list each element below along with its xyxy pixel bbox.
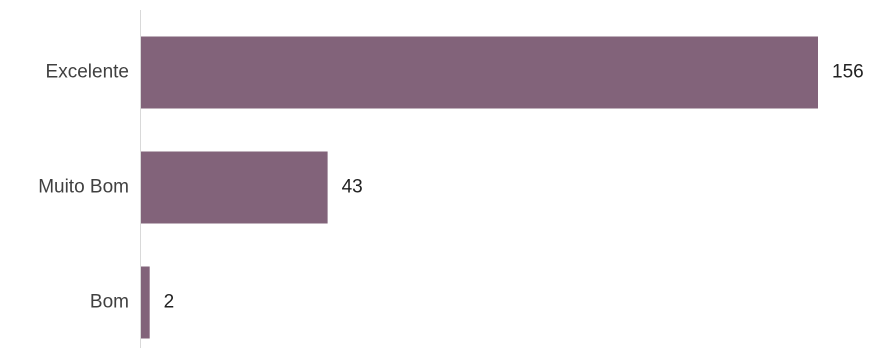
value-label-bom: 2 xyxy=(164,292,175,313)
value-labels-group: 156 43 2 xyxy=(164,62,864,313)
bar-excelente xyxy=(141,36,818,109)
category-labels-group: Excelente Muito Bom Bom xyxy=(38,62,129,313)
category-label-bom: Bom xyxy=(90,292,129,313)
value-label-muito-bom: 43 xyxy=(342,177,363,198)
bar-muito-bom xyxy=(141,151,328,224)
category-label-excelente: Excelente xyxy=(46,62,129,83)
value-label-excelente: 156 xyxy=(832,62,864,83)
bars-group xyxy=(141,36,818,339)
bar-bom xyxy=(141,266,150,339)
category-label-muito-bom: Muito Bom xyxy=(38,177,129,198)
